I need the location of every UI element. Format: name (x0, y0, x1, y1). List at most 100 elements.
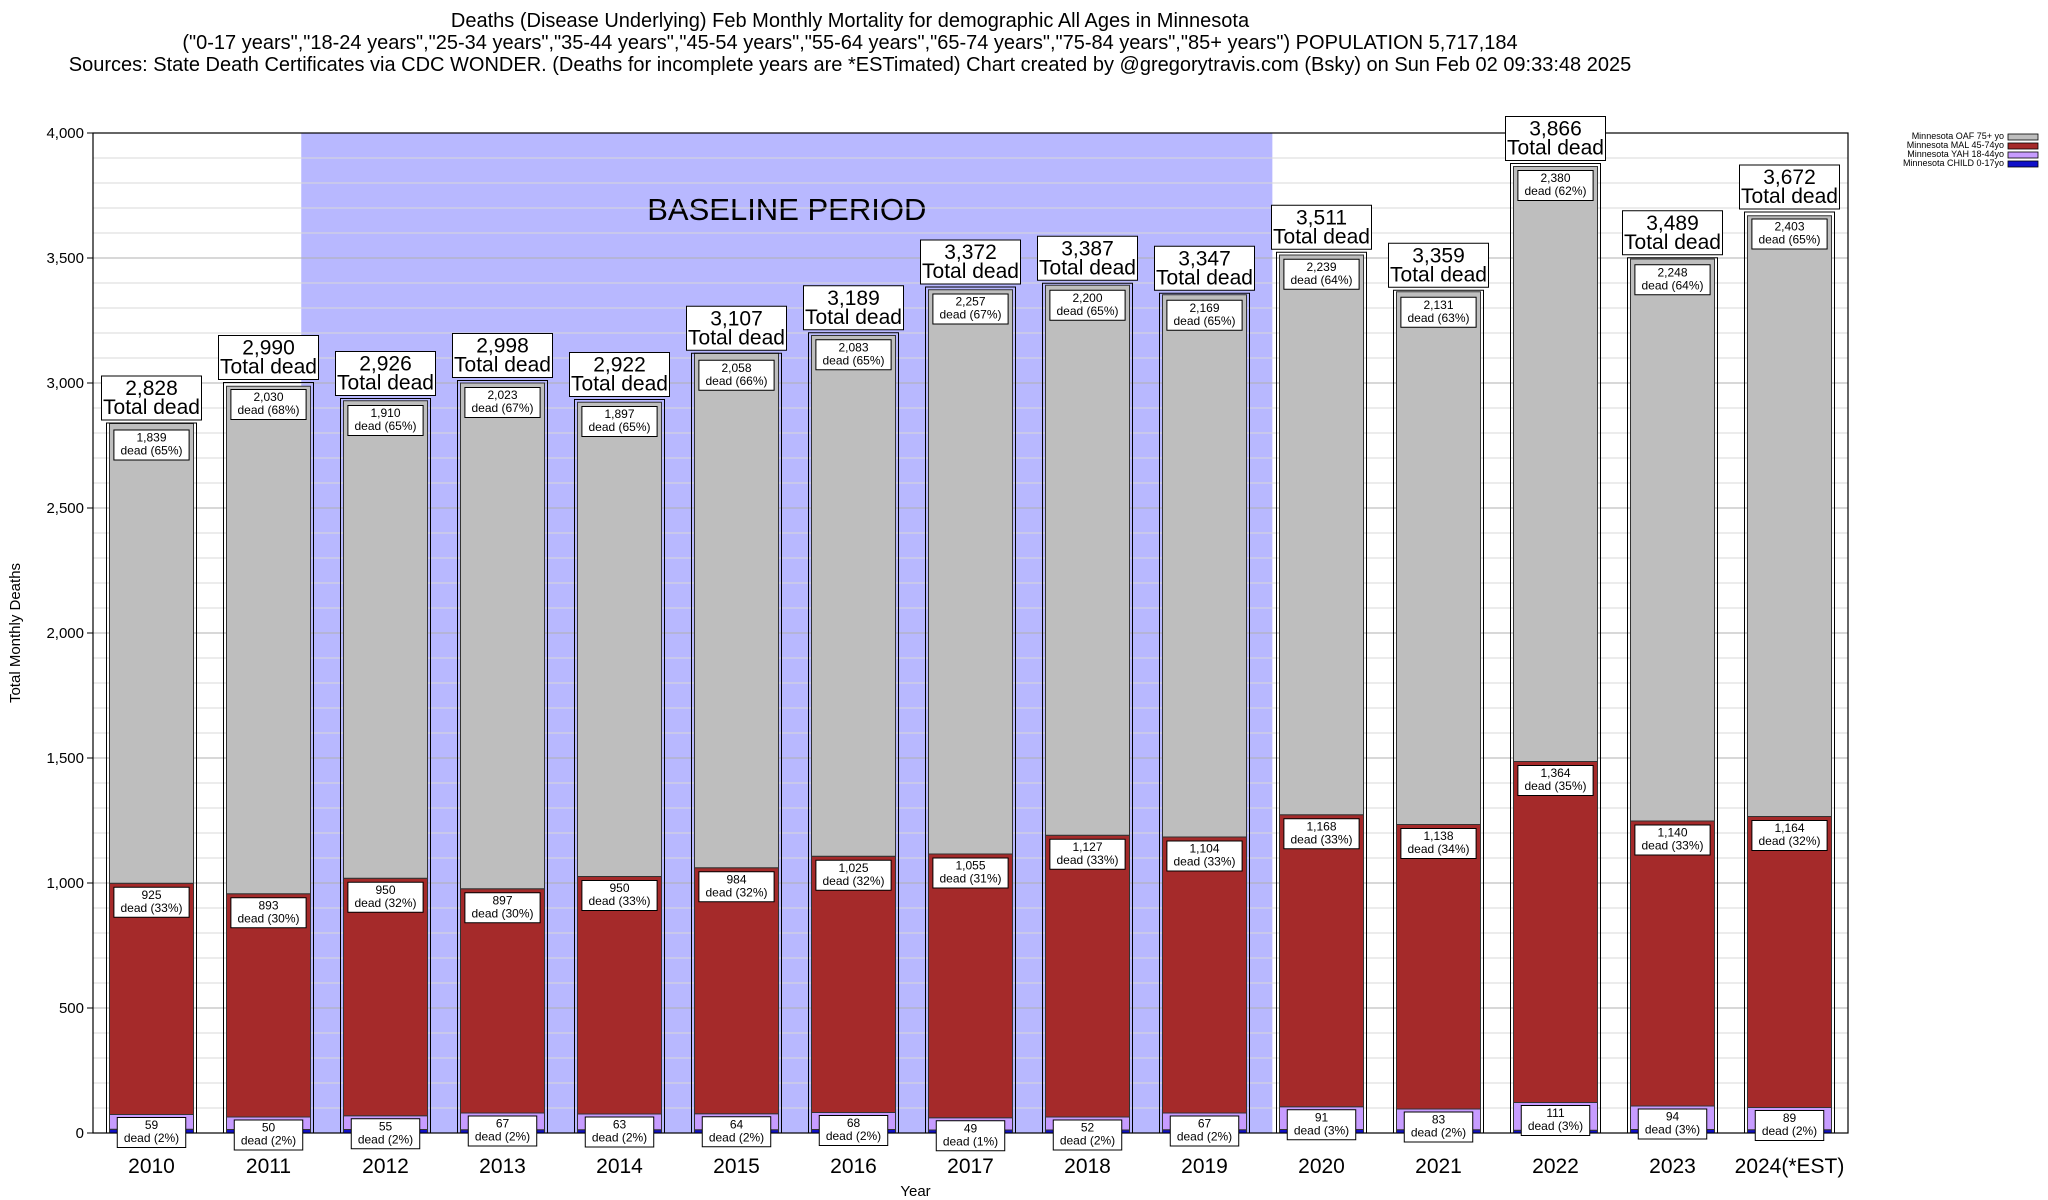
chart-title-line-1: Deaths (Disease Underlying) Feb Monthly … (450, 10, 1250, 32)
x-tick-label: 2022 (1532, 1155, 1579, 1178)
bar-segment (811, 855, 896, 1113)
oaf-label-box (1049, 289, 1126, 321)
oaf-label-text: 1,897 (604, 407, 634, 421)
yah-label-box (1403, 1111, 1474, 1143)
mal-label-text: dead (32%) (354, 896, 416, 910)
oaf-label-text: dead (67%) (939, 308, 1001, 322)
total-caption: Total dead (688, 326, 785, 349)
mal-label-text: 893 (258, 898, 278, 912)
total-label-box (1622, 210, 1723, 256)
y-tick-label: 3,000 (46, 375, 84, 392)
legend-label: Minnesota MAL 45-74yo (1907, 140, 2004, 150)
mal-label-text: dead (30%) (237, 911, 299, 925)
legend-swatch (2007, 160, 2039, 168)
total-label-box (920, 239, 1021, 285)
mal-label-text: 950 (609, 881, 629, 895)
oaf-label-box (1283, 258, 1360, 290)
oaf-label-text: 2,058 (721, 361, 751, 375)
yah-label-box (584, 1116, 655, 1148)
mal-label-text: 1,164 (1774, 821, 1804, 835)
yah-label-text: dead (2%) (1060, 1134, 1115, 1148)
yah-label-box (1754, 1110, 1825, 1141)
total-caption: Total dead (1741, 185, 1838, 208)
oaf-label-box (698, 359, 775, 391)
yah-label-text: dead (3%) (1294, 1123, 1349, 1137)
yah-label-box (935, 1120, 1006, 1152)
x-tick-label: 2012 (362, 1155, 409, 1178)
bar-segment (1513, 761, 1598, 1103)
yah-label-text: 67 (496, 1117, 510, 1131)
oaf-label-text: 2,257 (955, 295, 985, 309)
bar-segment (1396, 291, 1481, 825)
yah-label-text: 59 (145, 1118, 159, 1132)
oaf-label-text: 2,030 (253, 390, 283, 404)
oaf-label-text: 2,380 (1540, 171, 1570, 185)
oaf-label-text: dead (65%) (1173, 314, 1235, 328)
yah-label-text: dead (2%) (1411, 1126, 1466, 1140)
yah-label-box (701, 1116, 772, 1148)
bar-segment (460, 382, 545, 890)
y-axis-title: Total Monthly Deaths (7, 563, 24, 703)
legend-label: Minnesota YAH 18-44yo (1907, 149, 2004, 159)
y-tick-label: 2,500 (46, 500, 84, 517)
mal-label-text: 950 (375, 883, 395, 897)
mal-label-box (581, 880, 658, 911)
bar-segment (1513, 166, 1598, 762)
x-tick-label: 2020 (1298, 1155, 1345, 1178)
oaf-label-text: dead (65%) (1056, 304, 1118, 318)
total-caption: Total dead (220, 356, 317, 379)
mal-label-box (347, 881, 424, 913)
oaf-label-text: 1,839 (136, 431, 166, 445)
bar-segment (1630, 820, 1715, 1107)
total-label-box (335, 351, 436, 396)
mal-label-box (113, 886, 190, 918)
total-label-box (1154, 245, 1255, 291)
total-label-box (218, 335, 319, 380)
yah-label-text: dead (2%) (1177, 1130, 1232, 1144)
yah-label-text: 49 (964, 1121, 978, 1135)
bar-segment (226, 893, 311, 1118)
yah-label-text: 91 (1315, 1110, 1329, 1124)
mal-label-text: dead (33%) (1641, 839, 1703, 853)
total-label-box (1037, 235, 1138, 281)
bar-segment (1279, 814, 1364, 1108)
oaf-label-box (932, 293, 1009, 325)
yah-label-box (467, 1115, 538, 1147)
oaf-label-text: dead (68%) (237, 403, 299, 417)
yah-label-text: 52 (1081, 1121, 1095, 1135)
bar-segment (109, 882, 194, 1115)
y-tick-label: 3,500 (46, 250, 84, 267)
bar-segment (811, 335, 896, 857)
oaf-label-text: dead (65%) (822, 353, 884, 367)
total-label-box (101, 375, 202, 421)
mal-label-text: 1,104 (1189, 842, 1219, 856)
x-tick-label: 2017 (947, 1155, 994, 1178)
oaf-label-text: dead (65%) (120, 444, 182, 458)
total-label-box (1388, 242, 1489, 288)
total-caption: Total dead (1039, 256, 1136, 279)
yah-label-text: dead (3%) (1528, 1119, 1583, 1133)
total-caption: Total dead (454, 354, 551, 377)
mal-label-text: 1,138 (1423, 829, 1453, 843)
bar-segment (1162, 294, 1247, 838)
total-caption: Total dead (103, 396, 200, 419)
oaf-label-box (1166, 299, 1243, 331)
yah-label-box (116, 1117, 187, 1148)
yah-label-box (233, 1119, 304, 1151)
chart-title-line-2: ("0-17 years","18-24 years","25-34 years… (182, 32, 1518, 54)
legend-label: Minnesota OAF 75+ yo (1912, 131, 2004, 141)
total-caption: Total dead (922, 260, 1019, 283)
yah-label-box (350, 1118, 421, 1150)
yah-label-text: 67 (1198, 1117, 1212, 1131)
total-caption: Total dead (1507, 137, 1604, 160)
total-value: 3,866 (1529, 118, 1582, 141)
oaf-label-text: dead (62%) (1524, 184, 1586, 198)
mal-label-text: dead (33%) (588, 894, 650, 908)
yah-label-text: dead (2%) (475, 1130, 530, 1144)
oaf-label-text: dead (64%) (1641, 278, 1703, 292)
oaf-label-box (464, 387, 541, 418)
mal-label-text: 1,168 (1306, 819, 1336, 833)
total-caption: Total dead (1156, 266, 1253, 289)
oaf-label-box (815, 339, 892, 371)
yah-label-text: 63 (613, 1118, 627, 1132)
